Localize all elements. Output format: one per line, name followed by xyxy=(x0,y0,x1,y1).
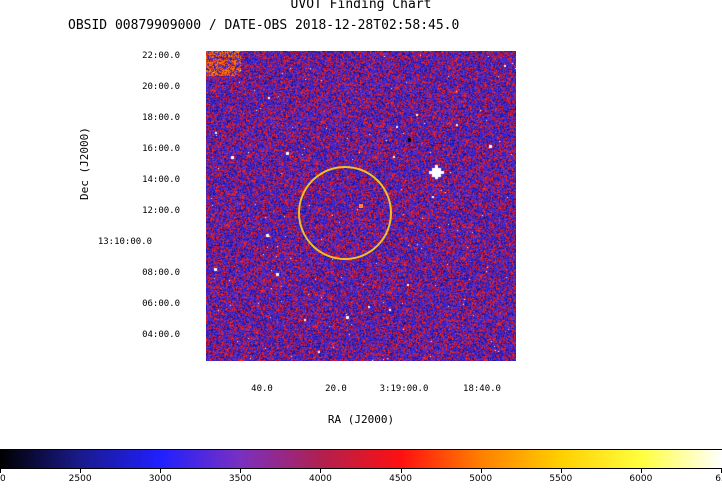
x-tick-label: 20.0 xyxy=(325,384,347,394)
colorbar-label: 3500 xyxy=(228,474,252,484)
colorbar-label: 2000 xyxy=(0,474,6,484)
source-region-circle xyxy=(298,166,392,260)
colorbar-tick xyxy=(0,469,1,473)
y-tick-label: 18:00.0 xyxy=(142,113,180,123)
target-marker xyxy=(359,204,363,208)
colorbar-tick xyxy=(160,469,162,473)
x-tick-label: 3:19:00.0 xyxy=(379,384,429,394)
overlay-layer xyxy=(298,166,392,260)
y-tick-label: 04:00.0 xyxy=(142,330,180,340)
colorbar-label: 5000 xyxy=(469,474,493,484)
y-tick-label: 20:00.0 xyxy=(142,82,180,92)
y-tick-label: 08:00.0 xyxy=(142,268,180,278)
colorbar-label: 2500 xyxy=(68,474,92,484)
obs-subtitle: OBSID 00879909000 / DATE-OBS 2018-12-28T… xyxy=(68,18,460,33)
colorbar-label: 4000 xyxy=(308,474,332,484)
y-tick-label: 14:00.0 xyxy=(142,175,180,185)
chart-title: UVOT Finding Chart xyxy=(290,0,432,12)
y-tick-label: 12:00.0 xyxy=(142,206,180,216)
colorbar-tick xyxy=(640,469,642,473)
colorbar-label: 6000 xyxy=(629,474,653,484)
x-tick-label: 40.0 xyxy=(251,384,273,394)
colorbar-tick xyxy=(80,469,82,473)
colorbar-tick xyxy=(400,469,402,473)
colorbar xyxy=(0,449,722,469)
colorbar-label: 6500 xyxy=(715,474,722,484)
colorbar-tick xyxy=(320,469,322,473)
colorbar-tick xyxy=(240,469,242,473)
x-tick-label: 18:40.0 xyxy=(463,384,501,394)
colorbar-label: 5500 xyxy=(549,474,573,484)
colorbar-label: 3000 xyxy=(148,474,172,484)
y-axis-label: Dec (J2000) xyxy=(78,127,91,200)
y-tick-label: 16:00.0 xyxy=(142,144,180,154)
colorbar-label: 4500 xyxy=(389,474,412,484)
colorbar-tick xyxy=(560,469,562,473)
y-tick-label: 13:10:00.0 xyxy=(97,237,152,247)
y-tick-label: 06:00.0 xyxy=(142,299,180,309)
y-tick-label: 22:00.0 xyxy=(142,51,180,61)
colorbar-tick xyxy=(480,469,482,473)
x-axis-label: RA (J2000) xyxy=(327,413,395,426)
finding-chart-image xyxy=(206,51,516,361)
